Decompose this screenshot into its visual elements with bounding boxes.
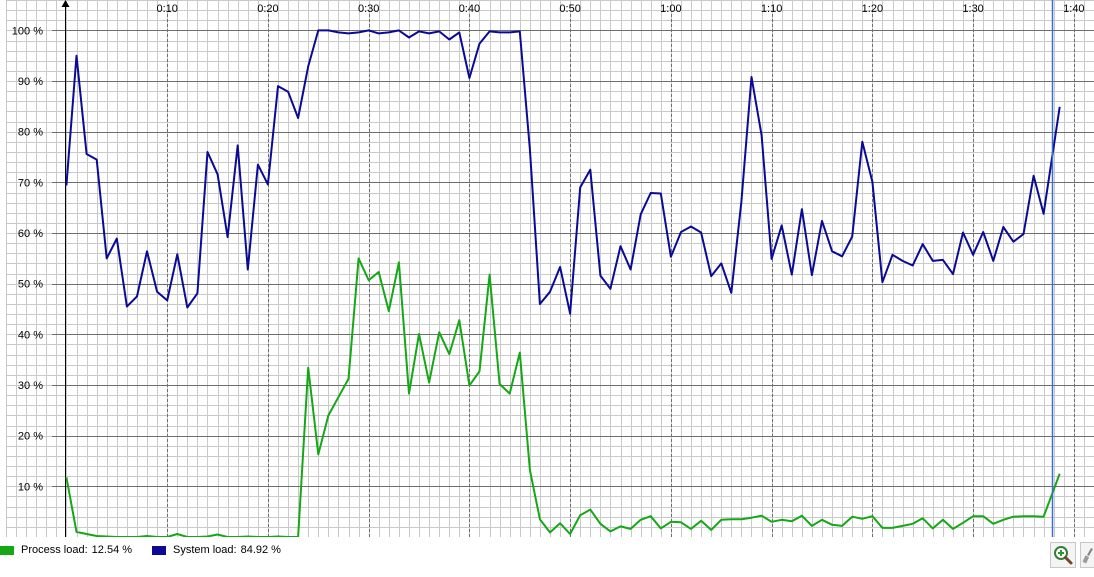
x-tick-label: 1:00	[660, 3, 681, 15]
zoom-button[interactable]	[1050, 542, 1076, 568]
legend-item-process-load: Process load: 12.54 %	[0, 543, 132, 557]
y-tick-label: 10 %	[18, 481, 43, 493]
wrench-icon	[1082, 548, 1093, 564]
series-line-process-load	[65, 257, 1061, 537]
y-tick-label: 70 %	[18, 177, 43, 189]
series-line-system-load	[65, 29, 1061, 315]
y-tick-label: 100 %	[12, 25, 43, 37]
x-tick-label: 0:40	[459, 3, 480, 15]
process-load-swatch	[0, 545, 14, 555]
y-tick-label: 30 %	[18, 380, 43, 392]
process-load-value: 12.54 %	[91, 544, 133, 556]
settings-button[interactable]	[1080, 542, 1094, 568]
cpu-load-chart-svg: 0:10 0:20 0:30 0:40 0:50 1:00 1:10 1:20 1:30 1:40…	[6, 0, 1094, 537]
x-tick-label: 1:30	[962, 3, 983, 15]
x-tick-label: 1:40	[1063, 3, 1084, 15]
y-axis-arrow	[61, 0, 70, 7]
legend-item-system-load: System load: 84.92 %	[152, 543, 281, 557]
x-tick-label: 0:30	[358, 3, 379, 15]
y-tick-label: 80 %	[18, 127, 43, 139]
y-tick-label: 50 %	[18, 279, 43, 291]
y-tick-label: 90 %	[18, 76, 43, 88]
process-load-label: Process load:	[21, 544, 88, 556]
y-tick-label: 60 %	[18, 228, 43, 240]
x-tick-label: 0:10	[156, 3, 177, 15]
x-tick-label: 1:10	[761, 3, 782, 15]
y-tick-label: 40 %	[18, 329, 43, 341]
legend: Process load: 12.54 % System load: 84.92…	[0, 537, 1094, 577]
x-tick-label: 0:50	[559, 3, 580, 15]
y-tick-label: 20 %	[18, 431, 43, 443]
zoom-in-icon	[1054, 546, 1073, 565]
x-tick-label: 1:20	[862, 3, 883, 15]
x-tick-label: 0:20	[257, 3, 278, 15]
system-load-value: 84.92 %	[240, 544, 281, 556]
system-load-swatch	[152, 545, 166, 555]
system-load-label: System load:	[173, 544, 237, 556]
cpu-load-chart[interactable]: 0:10 0:20 0:30 0:40 0:50 1:00 1:10 1:20 1:30 1:40…	[0, 0, 1094, 537]
